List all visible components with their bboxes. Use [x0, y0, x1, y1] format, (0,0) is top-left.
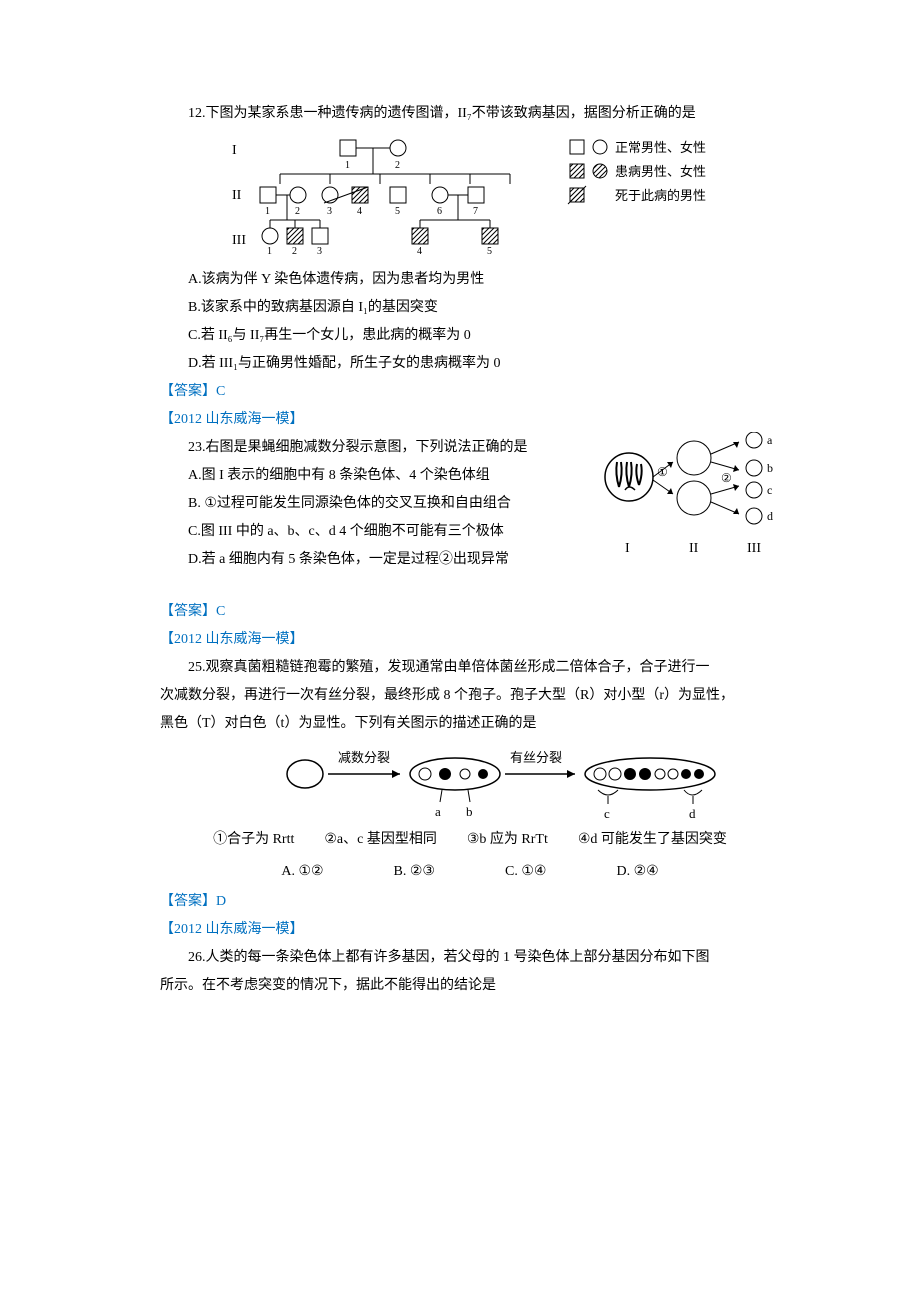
svg-text:d: d [767, 509, 773, 523]
source-3: 【2012 山东威海一模】 [160, 916, 780, 944]
q12-optD: D.若 III₁与正确男性婚配，所生子女的患病概率为 0 [160, 350, 780, 378]
svg-text:2: 2 [292, 246, 297, 257]
q25-s3: ③b 应为 RrTt [467, 826, 548, 854]
q12-optA: A.该病为伴 Y 染色体遗传病，因为患者均为男性 [160, 266, 780, 294]
svg-text:d: d [689, 806, 696, 821]
q25-diagram: 减数分裂 a b 有丝分裂 c d ①合子为 Rrtt ②a、c 基因型相同 ③… [160, 744, 780, 886]
svg-text:II: II [689, 541, 699, 556]
q25-stem2: 次减数分裂，再进行一次有丝分裂，最终形成 8 个孢子。孢子大型（R）对小型（r）… [160, 682, 780, 710]
q23-optA: A.图 I 表示的细胞中有 8 条染色体、4 个染色体组 [160, 462, 580, 490]
svg-text:5: 5 [395, 206, 400, 217]
svg-text:减数分裂: 减数分裂 [338, 750, 390, 765]
svg-text:1: 1 [267, 246, 272, 257]
svg-text:1: 1 [345, 160, 350, 171]
q23-optD: D.若 a 细胞内有 5 条染色体，一定是过程②出现异常 [160, 546, 580, 574]
svg-text:a: a [767, 433, 773, 447]
svg-text:III: III [747, 541, 761, 556]
q12-pedigree: I II III 1 2 1 2 3 4 5 6 7 1 2 3 4 5 正常男… [160, 132, 780, 262]
q23-optC: C.图 III 中的 a、b、c、d 4 个细胞不可能有三个极体 [160, 518, 580, 546]
q25-oA: A. ①② [281, 858, 323, 886]
legend-affected: 患病男性、女性 [615, 164, 706, 179]
q23-diagram: ① ② a b c d I II III [599, 432, 784, 572]
svg-text:b: b [466, 804, 473, 819]
svg-text:2: 2 [395, 160, 400, 171]
legend-normal: 正常男性、女性 [615, 140, 706, 155]
q25-stem1: 25.观察真菌粗糙链孢霉的繁殖，发现通常由单倍体菌丝形成二倍体合子，合子进行一 [160, 654, 780, 682]
q26-stem1: 26.人类的每一条染色体上都有许多基因，若父母的 1 号染色体上部分基因分布如下… [160, 944, 780, 972]
q12-optC: C.若 II₆与 II₇再生一个女儿，患此病的概率为 0 [160, 322, 780, 350]
q12-stem: 12.下图为某家系患一种遗传病的遗传图谱，II₇不带该致病基因，据图分析正确的是 [160, 100, 780, 128]
q12-optB: B.该家系中的致病基因源自 I₁的基因突变 [160, 294, 780, 322]
q23-optB: B. ①过程可能发生同源染色体的交叉互换和自由组合 [160, 490, 580, 518]
q26-stem2: 所示。在不考虑突变的情况下，据此不能得出的结论是 [160, 972, 780, 1000]
svg-text:5: 5 [487, 246, 492, 257]
svg-text:2: 2 [295, 206, 300, 217]
svg-text:有丝分裂: 有丝分裂 [510, 750, 562, 765]
svg-text:6: 6 [437, 206, 442, 217]
row-I-label: I [232, 143, 237, 158]
row-II-label: II [232, 188, 242, 203]
legend-deceased: 死于此病的男性 [615, 188, 706, 203]
row-III-label: III [232, 233, 246, 248]
q25-s1: ①合子为 Rrtt [213, 826, 294, 854]
source-2: 【2012 山东威海一模】 [160, 626, 780, 654]
svg-text:7: 7 [473, 206, 478, 217]
q25-s2: ②a、c 基因型相同 [324, 826, 436, 854]
q12-answer: 【答案】C [160, 378, 780, 406]
source-1: 【2012 山东威海一模】 [160, 406, 780, 434]
svg-text:b: b [767, 461, 773, 475]
svg-text:c: c [767, 483, 772, 497]
svg-text:I: I [625, 541, 630, 556]
q23-answer: 【答案】C [160, 598, 780, 626]
svg-text:4: 4 [417, 246, 422, 257]
svg-text:c: c [604, 806, 610, 821]
svg-text:3: 3 [327, 206, 332, 217]
q25-answer: 【答案】D [160, 888, 780, 916]
q25-s4: ④d 可能发生了基因突变 [578, 826, 727, 854]
svg-text:②: ② [721, 471, 732, 485]
q25-oD: D. ②④ [616, 858, 658, 886]
svg-text:a: a [435, 804, 441, 819]
q25-oB: B. ②③ [394, 858, 435, 886]
svg-text:1: 1 [265, 206, 270, 217]
svg-text:3: 3 [317, 246, 322, 257]
q25-oC: C. ①④ [505, 858, 546, 886]
svg-text:4: 4 [357, 206, 362, 217]
q23-block: 23.右图是果蝇细胞减数分裂示意图，下列说法正确的是 A.图 I 表示的细胞中有… [160, 434, 780, 574]
q23-stem: 23.右图是果蝇细胞减数分裂示意图，下列说法正确的是 [160, 434, 580, 462]
svg-text:①: ① [657, 465, 668, 479]
q25-stem3: 黑色（T）对白色（t）为显性。下列有关图示的描述正确的是 [160, 710, 780, 738]
